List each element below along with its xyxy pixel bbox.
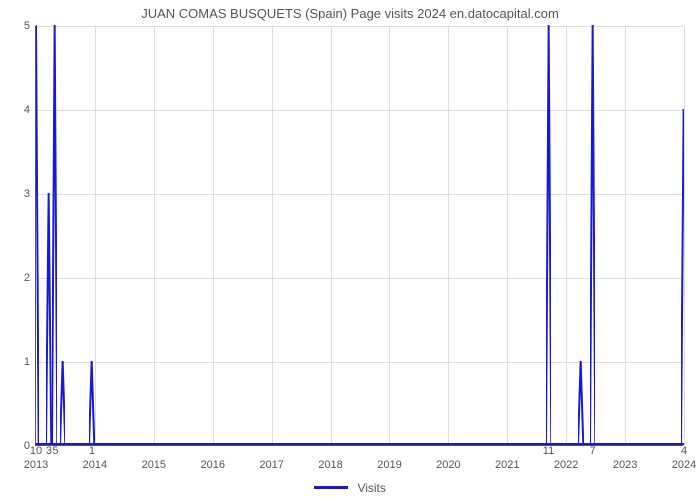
- grid-line-h: [36, 110, 683, 111]
- data-spike: [89, 361, 94, 445]
- data-value-label: 10: [30, 445, 42, 457]
- x-tick-label: 2022: [554, 445, 578, 471]
- grid-line-v: [625, 26, 626, 445]
- x-tick-label: 2015: [142, 445, 166, 471]
- y-tick-label: 2: [24, 272, 36, 284]
- x-tick-label: 2020: [436, 445, 460, 471]
- data-spike: [546, 25, 551, 445]
- grid-line-h: [36, 26, 683, 27]
- series-baseline: [36, 443, 684, 445]
- grid-line-v: [95, 26, 96, 445]
- grid-line-v: [331, 26, 332, 445]
- x-tick-label: 2017: [259, 445, 283, 471]
- x-tick-label: 2016: [200, 445, 224, 471]
- grid-line-h: [36, 278, 683, 279]
- grid-line-v: [684, 26, 685, 445]
- y-tick-label: 3: [24, 188, 36, 200]
- data-value-label: 11: [543, 445, 554, 457]
- plot-area: 0123452013201420152016201720182019202020…: [35, 26, 683, 446]
- grid-line-v: [389, 26, 390, 445]
- data-value-label: 5: [52, 445, 58, 457]
- x-tick-label: 2019: [377, 445, 401, 471]
- data-value-label: 1: [89, 445, 95, 457]
- legend-swatch: [314, 486, 348, 489]
- grid-line-h: [36, 194, 683, 195]
- data-value-label: 4: [681, 445, 687, 457]
- grid-line-v: [154, 26, 155, 445]
- x-tick-label: 2021: [495, 445, 519, 471]
- y-tick-label: 4: [24, 104, 36, 116]
- data-spike: [681, 109, 684, 445]
- data-spike: [52, 25, 57, 445]
- data-spike: [578, 361, 583, 445]
- grid-line-v: [213, 26, 214, 445]
- grid-line-v: [566, 26, 567, 445]
- grid-line-v: [272, 26, 273, 445]
- x-tick-label: 2023: [613, 445, 637, 471]
- data-spike: [36, 25, 39, 445]
- grid-line-h: [36, 362, 683, 363]
- data-spike: [590, 25, 595, 445]
- y-tick-label: 5: [24, 20, 36, 32]
- grid-line-v: [507, 26, 508, 445]
- data-value-label: 3: [46, 445, 52, 457]
- x-tick-label: 2018: [318, 445, 342, 471]
- y-tick-label: 1: [24, 356, 36, 368]
- legend-label: Visits: [357, 481, 385, 495]
- chart-title: JUAN COMAS BUSQUETS (Spain) Page visits …: [0, 6, 700, 21]
- data-value-label: 7: [590, 445, 596, 457]
- data-spike: [60, 361, 65, 445]
- grid-line-v: [448, 26, 449, 445]
- legend: Visits: [0, 480, 700, 495]
